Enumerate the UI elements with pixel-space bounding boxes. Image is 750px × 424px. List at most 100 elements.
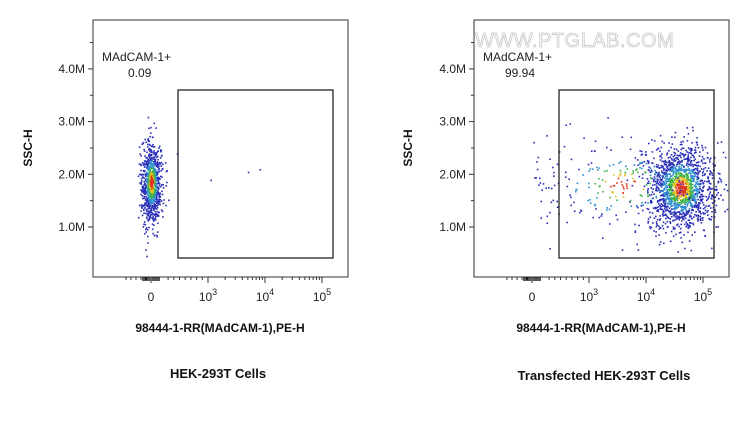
event-dot [676,155,678,157]
event-dot [694,195,696,197]
event-dot [682,188,684,190]
event-dot [147,163,149,165]
event-dot [163,199,165,201]
event-dot [690,183,692,185]
event-dot [662,225,664,227]
event-dot [689,181,691,183]
event-dot [716,194,718,196]
scatter-points [533,117,728,253]
event-dot [656,187,658,189]
event-dot [648,162,650,164]
event-dot [142,186,144,188]
event-dot [570,205,572,207]
event-dot [692,155,694,157]
event-dot [143,174,145,176]
event-dot [143,209,145,211]
event-dot [652,212,654,214]
event-dot [685,214,687,216]
event-dot [148,166,150,168]
event-dot [642,210,644,212]
event-dot [656,226,658,228]
event-dot [662,205,664,207]
event-dot [678,184,680,186]
event-dot [548,187,550,189]
event-dot [677,251,679,253]
event-dot [647,196,649,198]
event-dot [151,203,153,205]
event-dot [148,117,150,119]
panel-caption: HEK-293T Cells [170,366,266,381]
event-dot [708,181,710,183]
event-dot [674,137,676,139]
event-dot [151,167,153,169]
event-dot [722,199,724,201]
event-dot [681,186,683,188]
event-dot [702,182,704,184]
event-dot [547,216,549,218]
event-dot [671,231,673,233]
event-dot [144,139,146,141]
event-dot [606,170,608,172]
event-dot [580,210,582,212]
event-dot [661,167,663,169]
event-dot [642,204,644,206]
event-dot [658,165,660,167]
event-dot [546,135,548,137]
event-dot [676,188,678,190]
event-dot [656,164,658,166]
event-dot [675,196,677,198]
event-dot [597,169,599,171]
event-dot [663,161,665,163]
event-dot [647,178,649,180]
event-dot [153,153,155,155]
event-dot [687,213,689,215]
event-dot [606,207,608,209]
event-dot [149,144,151,146]
event-dot [551,202,553,204]
event-dot [692,194,694,196]
event-dot [146,217,148,219]
event-dot [696,137,698,139]
event-dot [661,161,663,163]
event-dot [144,155,146,157]
event-dot [162,164,164,166]
event-dot [679,232,681,234]
event-dot [694,202,696,204]
event-dot [157,156,159,158]
event-dot [666,192,668,194]
event-dot [712,177,714,179]
event-dot [142,177,144,179]
event-dot [659,176,661,178]
event-dot [566,222,568,224]
event-dot [159,146,161,148]
event-dot [153,146,155,148]
event-dot [653,166,655,168]
event-dot [150,161,152,163]
event-dot [660,203,662,205]
event-dot [687,205,689,207]
event-dot [687,127,689,129]
event-dot [601,213,603,215]
event-dot [553,200,555,202]
y-axis-ticks: 1.0M2.0M3.0M4.0M [439,43,474,234]
event-dot [154,198,156,200]
event-dot [140,210,142,212]
event-dot [665,180,667,182]
event-dot [691,218,693,220]
event-dot [699,185,701,187]
event-dot [727,190,729,192]
event-dot [632,178,634,180]
event-dot [151,200,153,202]
event-dot [692,181,694,183]
event-dot [565,172,567,174]
event-dot [588,170,590,172]
event-dot [143,226,145,228]
event-dot [165,205,167,207]
event-dot [632,170,634,172]
event-dot [697,193,699,195]
event-dot [673,173,675,175]
event-dot [151,178,153,180]
event-dot [702,172,704,174]
event-dot [150,184,152,186]
event-dot [146,152,148,154]
